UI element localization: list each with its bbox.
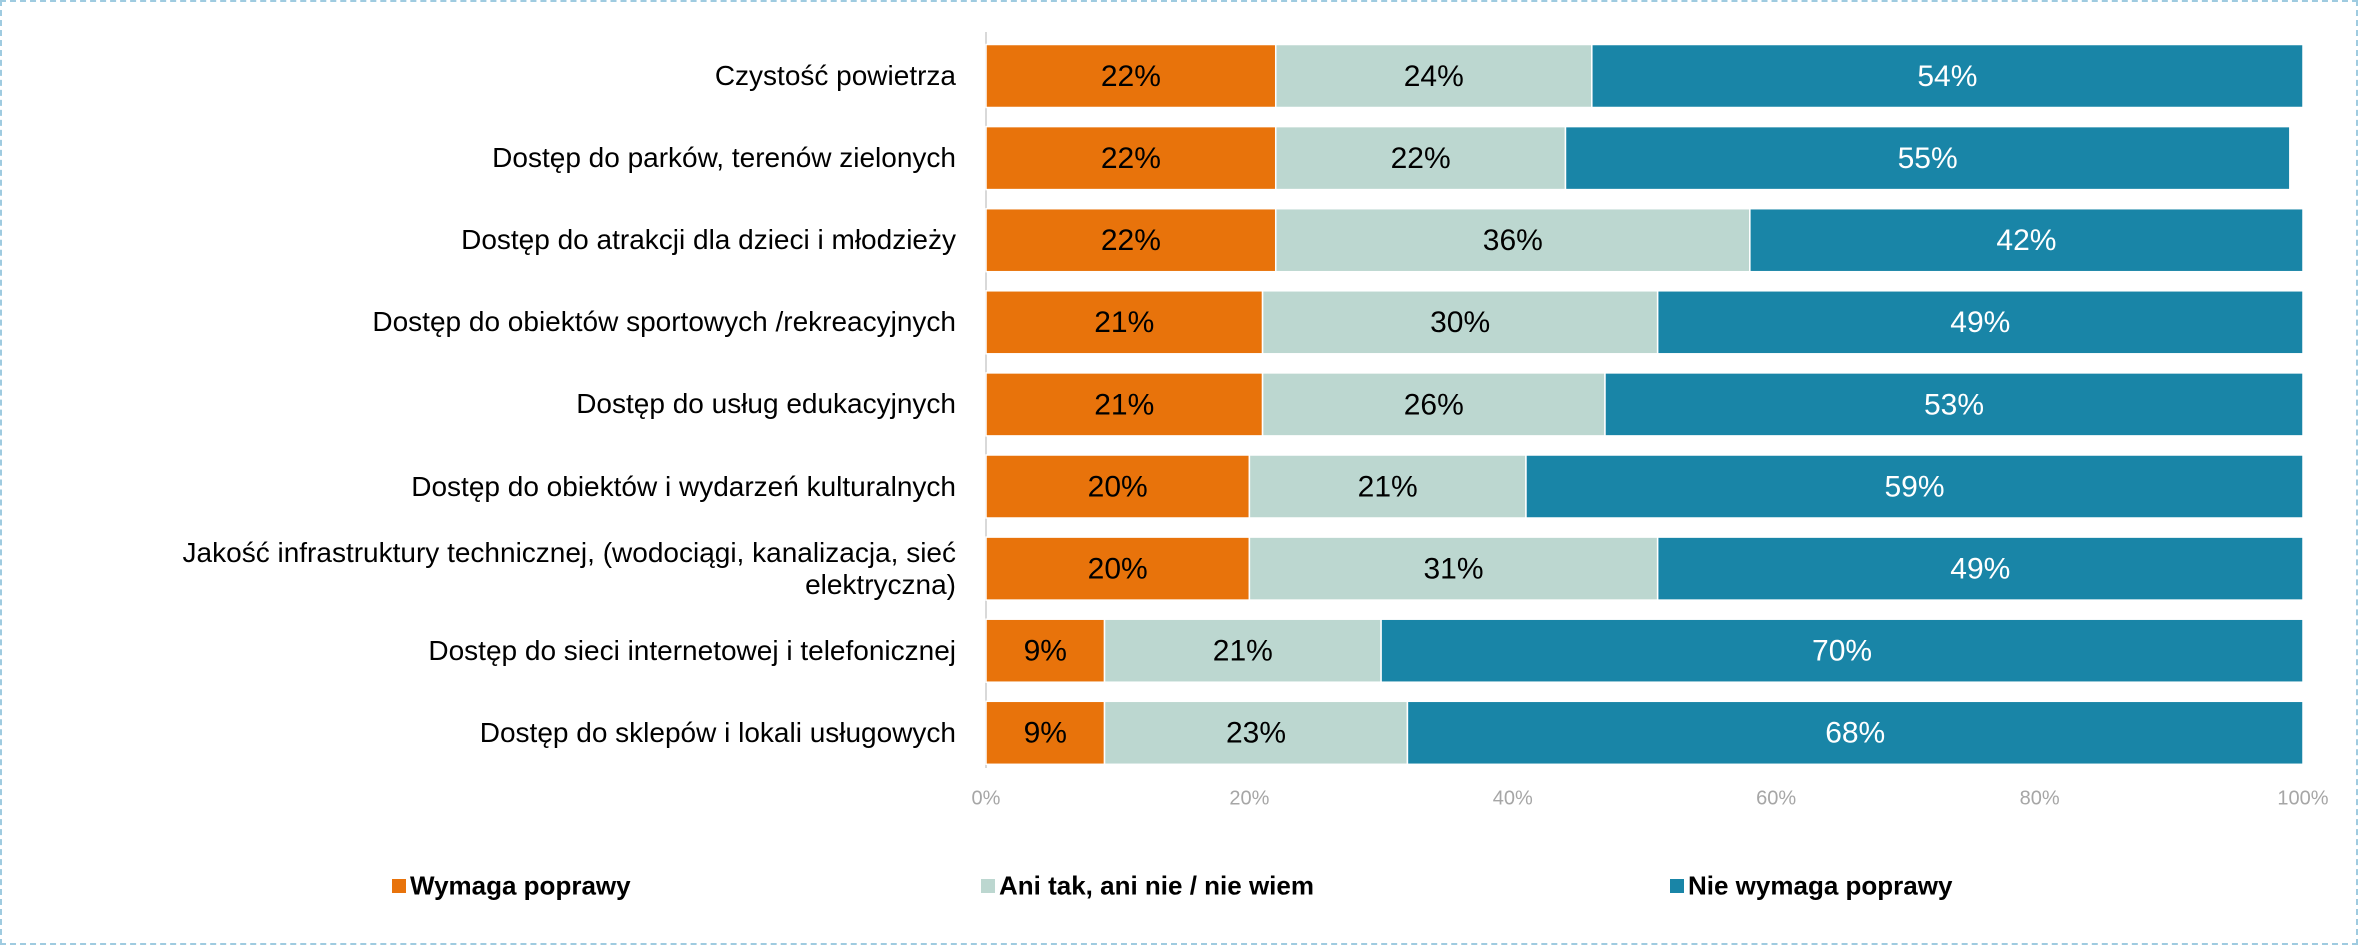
legend-swatch <box>1670 879 1684 893</box>
bar-segment <box>1604 372 2304 437</box>
bar-segment <box>1103 700 1409 766</box>
data-label: 22% <box>1101 142 1161 175</box>
data-label: 30% <box>1430 306 1490 339</box>
data-label: 20% <box>1088 470 1148 503</box>
data-label: 21% <box>1094 388 1154 421</box>
bar-segment <box>1380 618 2304 683</box>
data-label: 49% <box>1950 553 2010 586</box>
x-tick-label: 100% <box>2277 787 2328 809</box>
category-label: Dostęp do sklepów i lokali usługowych <box>479 716 956 748</box>
x-tick-label: 20% <box>1229 787 1269 809</box>
bar-segment <box>1564 125 2291 191</box>
legend-swatch <box>981 879 995 893</box>
category-label: Jakość infrastruktury technicznej, (wodo… <box>182 536 956 600</box>
category-label: Dostęp do sieci internetowej i telefonic… <box>428 634 956 666</box>
bar-segment <box>985 618 1106 683</box>
category-label: Dostęp do usług edukacyjnych <box>576 388 956 420</box>
data-label: 26% <box>1404 388 1464 421</box>
bar-segment <box>1656 536 2304 601</box>
data-label: 22% <box>1391 142 1451 175</box>
data-label: 23% <box>1226 717 1286 750</box>
bar-segment <box>1656 290 2304 355</box>
bar-segment <box>1274 207 1751 273</box>
category-label: Dostęp do obiektów i wydarzeń kulturalny… <box>411 470 956 502</box>
data-label: 24% <box>1404 60 1464 93</box>
bar-segment <box>1261 290 1659 355</box>
data-label: 9% <box>1024 635 1067 668</box>
x-tick-label: 40% <box>1493 787 1533 809</box>
legend-label: Wymaga poprawy <box>410 870 631 901</box>
data-label: 22% <box>1101 224 1161 257</box>
data-label: 22% <box>1101 60 1161 93</box>
data-label: 70% <box>1812 635 1872 668</box>
category-label: Dostęp do obiektów sportowych /rekreacyj… <box>372 306 956 338</box>
bar-segment <box>985 372 1264 437</box>
bar-segment <box>1248 536 1659 601</box>
bar-segment <box>985 454 1251 519</box>
data-label: 49% <box>1950 306 2010 339</box>
data-label: 21% <box>1094 306 1154 339</box>
bar-segment <box>985 700 1106 766</box>
data-label: 31% <box>1424 553 1484 586</box>
x-tick-label: 60% <box>1756 787 1796 809</box>
bar-segment <box>985 290 1264 355</box>
data-label: 9% <box>1024 717 1067 750</box>
bar-segment <box>1274 125 1567 191</box>
data-label: 21% <box>1358 470 1418 503</box>
bar-segment <box>985 43 1277 109</box>
x-tick-label: 0% <box>972 787 1001 809</box>
data-label: 59% <box>1884 470 1944 503</box>
data-label: 20% <box>1088 553 1148 586</box>
bar-segment <box>985 207 1277 273</box>
bar-segment <box>1749 207 2304 273</box>
data-label: 55% <box>1898 142 1958 175</box>
bar-segment <box>1591 43 2304 109</box>
category-label: Dostęp do parków, terenów zielonych <box>492 142 956 174</box>
bar-segment <box>1103 618 1382 683</box>
bar-segment <box>1406 700 2304 766</box>
legend-swatch <box>392 879 406 893</box>
data-label: 53% <box>1924 388 1984 421</box>
bar-segment <box>1525 454 2304 519</box>
bar-segment <box>1261 372 1606 437</box>
x-tick-label: 80% <box>2020 787 2060 809</box>
legend-label: Nie wymaga poprawy <box>1688 870 1953 901</box>
data-label: 68% <box>1825 717 1885 750</box>
legend-label: Ani tak, ani nie / nie wiem <box>999 870 1314 901</box>
bar-segment <box>1248 454 1527 519</box>
data-label: 36% <box>1483 224 1543 257</box>
category-label: Czystość powietrza <box>714 60 956 91</box>
data-label: 21% <box>1213 635 1273 668</box>
bar-segment <box>985 536 1251 601</box>
data-label: 42% <box>1996 224 2056 257</box>
category-label: Dostęp do atrakcji dla dzieci i młodzież… <box>461 224 956 256</box>
data-label: 54% <box>1917 60 1977 93</box>
